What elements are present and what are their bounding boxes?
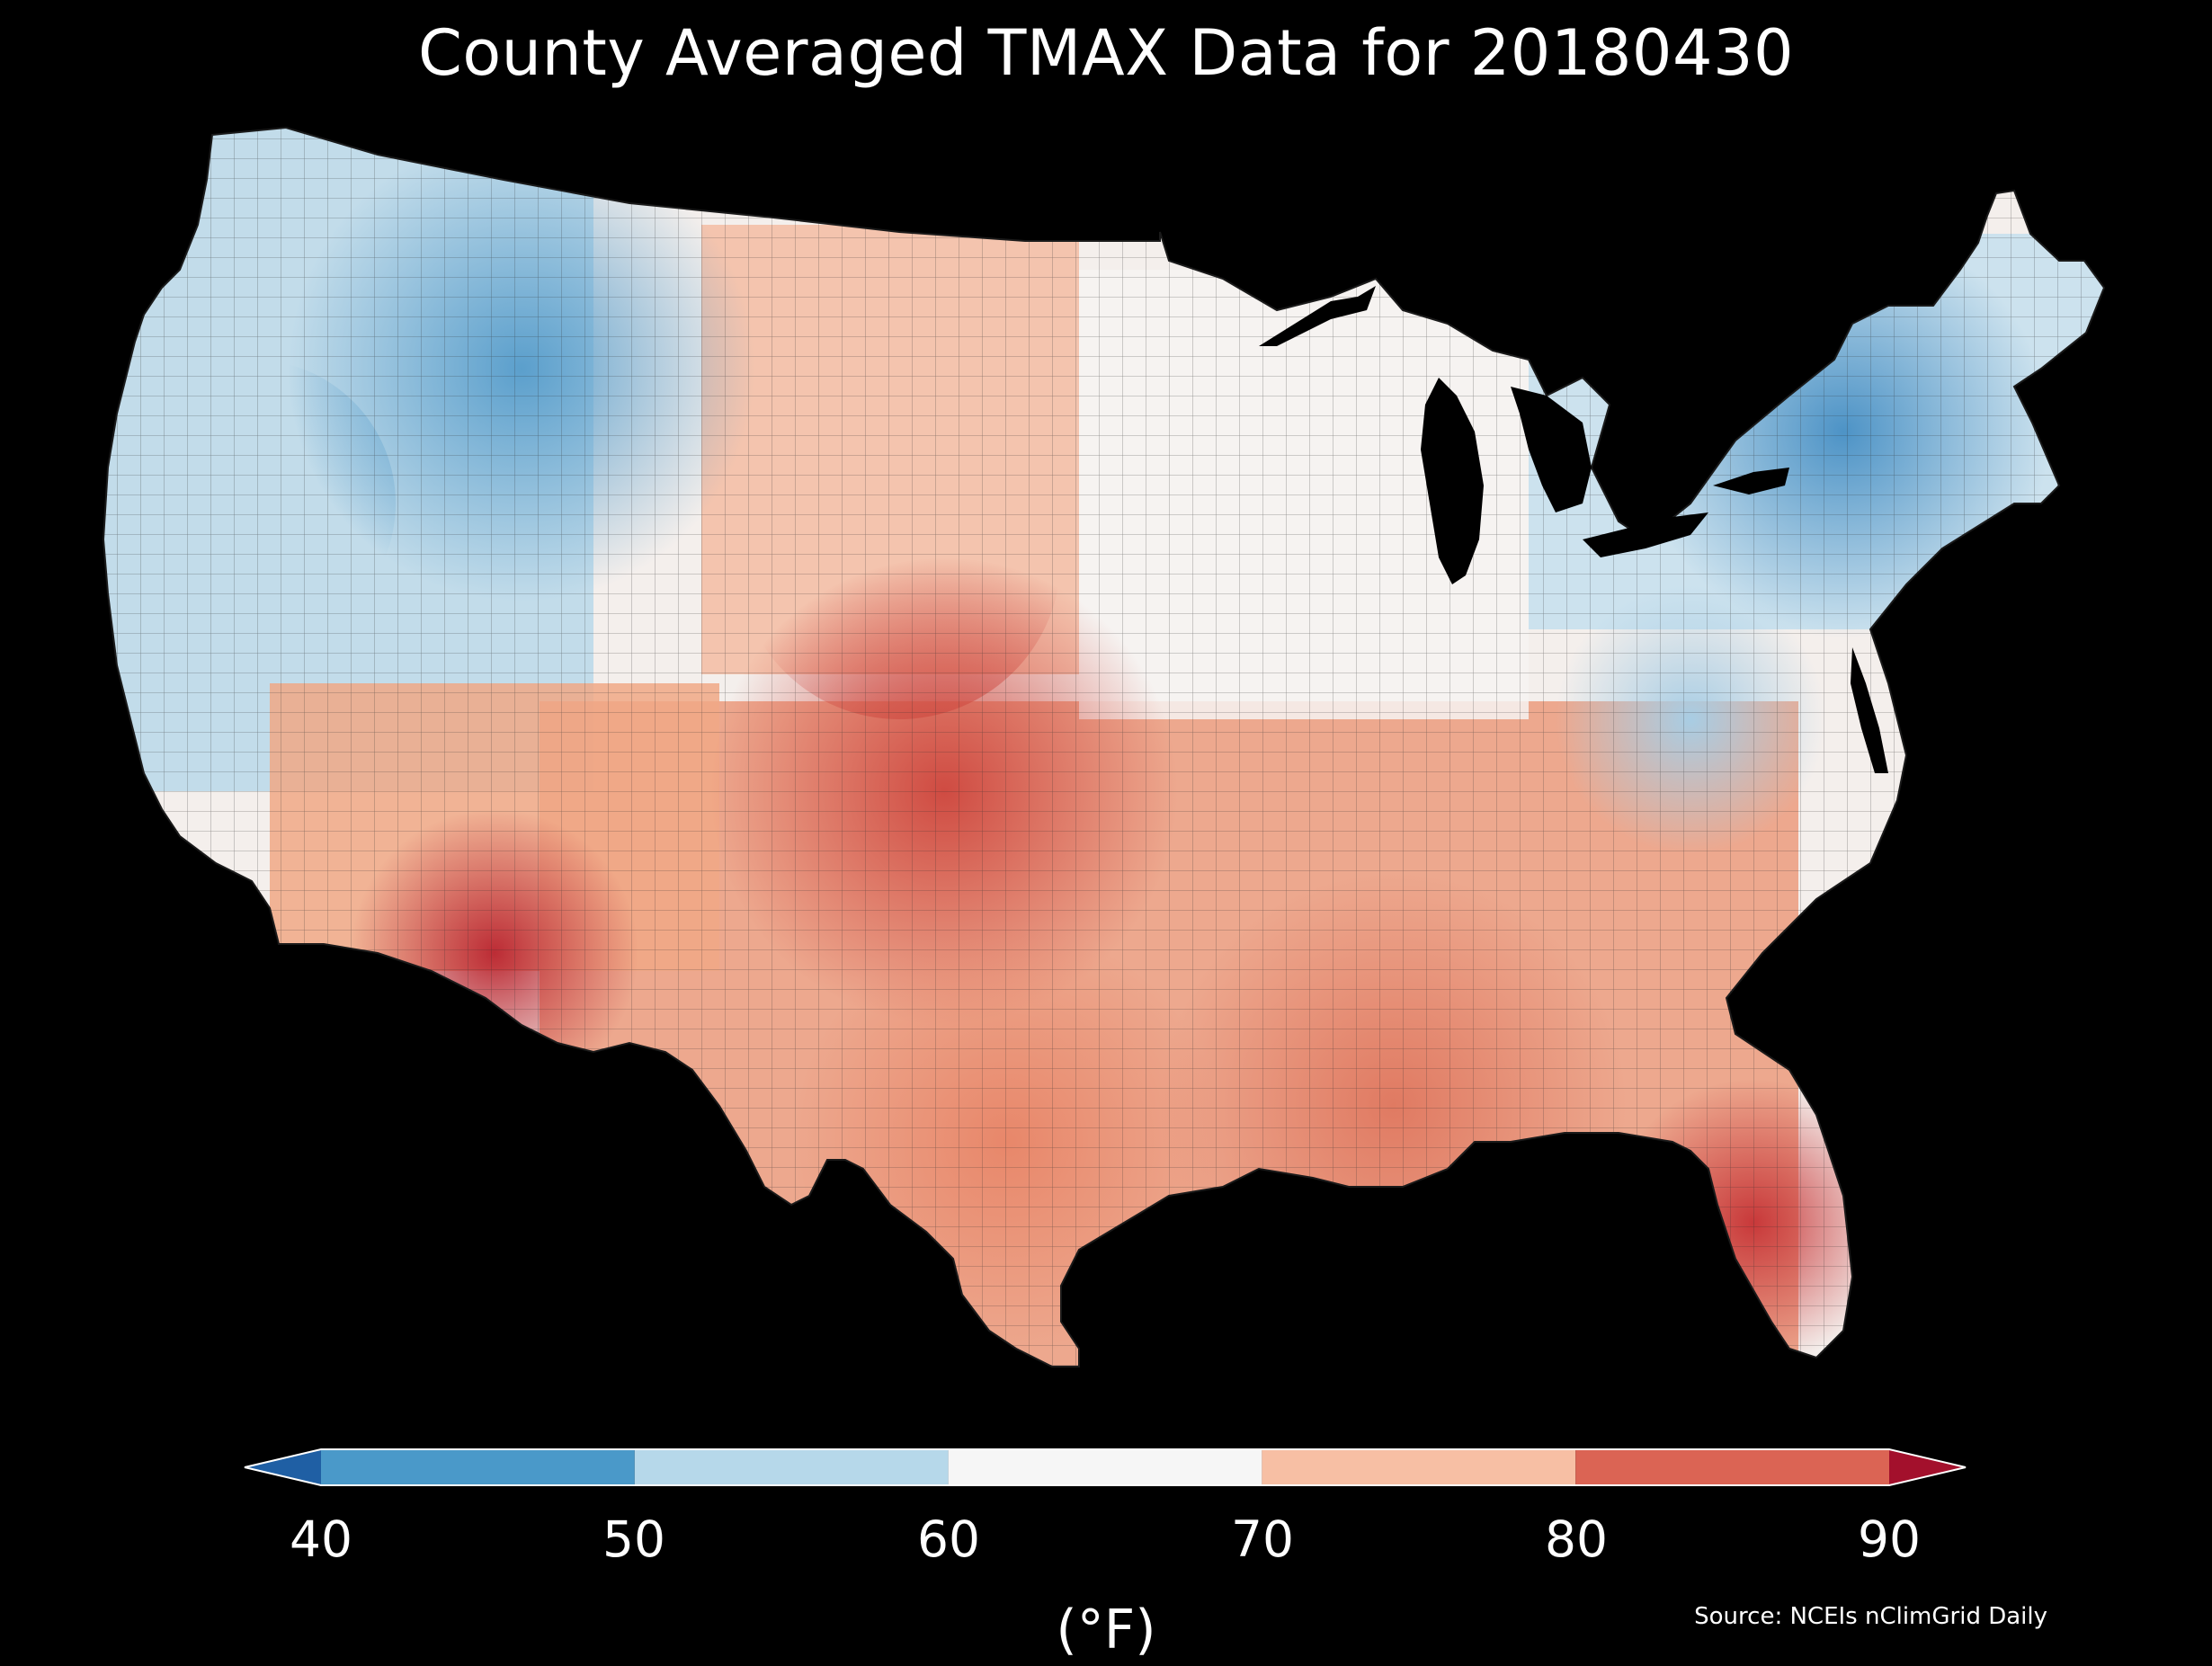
lake-michigan [1421, 378, 1484, 584]
colorbar-tick-50: 50 [602, 1510, 665, 1568]
map-title: County Averaged TMAX Data for 20180430 [417, 16, 1795, 90]
colorbar-bin-60-70 [948, 1449, 1262, 1485]
colorbar-units-label: (°F) [1056, 1599, 1156, 1662]
lake-superior [1259, 286, 1376, 346]
colorbar-tick-40: 40 [290, 1510, 352, 1568]
lake-huron [1511, 387, 1592, 512]
colorbar-bin-70-80 [1262, 1449, 1576, 1485]
great-lakes [1259, 286, 1888, 773]
colorbar-bin-80-90 [1575, 1449, 1889, 1485]
colorbar-tick-90: 90 [1858, 1510, 1921, 1568]
colorbar-extend-high [1889, 1449, 1966, 1485]
colorbar-bin-50-60 [634, 1449, 949, 1485]
lake-erie [1583, 512, 1708, 557]
colorbar-outline [244, 1448, 1967, 1486]
chesapeake-bay [1851, 647, 1888, 773]
colorbar-bin-40-50 [321, 1449, 635, 1485]
colorbar-extend-low [245, 1449, 321, 1485]
lake-ontario [1713, 468, 1789, 494]
colorbar-tick-60: 60 [917, 1510, 980, 1568]
colorbar-tick-70: 70 [1231, 1510, 1294, 1568]
colorbar-tick-80: 80 [1545, 1510, 1608, 1568]
source-credit: Source: NCEIs nClimGrid Daily [1694, 1603, 2047, 1630]
